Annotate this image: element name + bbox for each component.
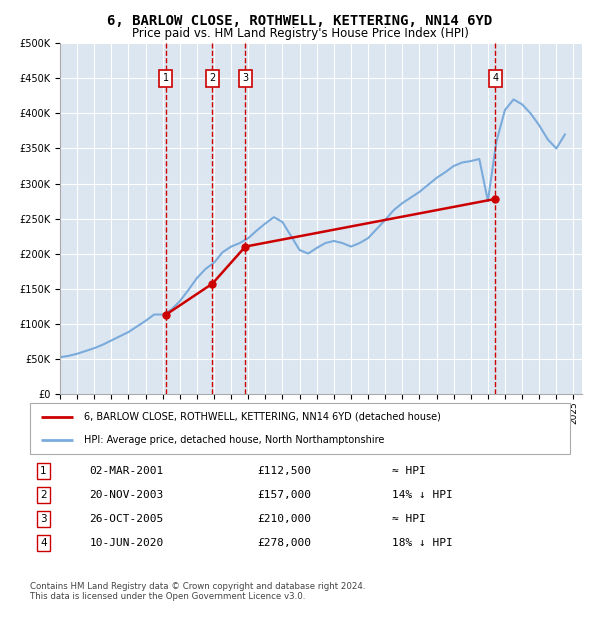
Text: 10-JUN-2020: 10-JUN-2020 (89, 538, 164, 548)
Text: ≈ HPI: ≈ HPI (392, 514, 425, 524)
Text: £278,000: £278,000 (257, 538, 311, 548)
Text: Contains HM Land Registry data © Crown copyright and database right 2024.
This d: Contains HM Land Registry data © Crown c… (30, 582, 365, 601)
Text: ≈ HPI: ≈ HPI (392, 466, 425, 476)
Text: 6, BARLOW CLOSE, ROTHWELL, KETTERING, NN14 6YD (detached house): 6, BARLOW CLOSE, ROTHWELL, KETTERING, NN… (84, 412, 441, 422)
Text: 14% ↓ HPI: 14% ↓ HPI (392, 490, 452, 500)
Text: 18% ↓ HPI: 18% ↓ HPI (392, 538, 452, 548)
Text: £157,000: £157,000 (257, 490, 311, 500)
Text: 4: 4 (493, 73, 499, 84)
Text: Price paid vs. HM Land Registry's House Price Index (HPI): Price paid vs. HM Land Registry's House … (131, 27, 469, 40)
FancyBboxPatch shape (30, 403, 570, 454)
Text: £112,500: £112,500 (257, 466, 311, 476)
Text: 3: 3 (242, 73, 248, 84)
Text: £210,000: £210,000 (257, 514, 311, 524)
Point (491, 194, 500, 204)
Text: 6, BARLOW CLOSE, ROTHWELL, KETTERING, NN14 6YD: 6, BARLOW CLOSE, ROTHWELL, KETTERING, NN… (107, 14, 493, 28)
Text: 1: 1 (163, 73, 169, 84)
Text: 4: 4 (40, 538, 47, 548)
Text: 3: 3 (40, 514, 47, 524)
Text: 02-MAR-2001: 02-MAR-2001 (89, 466, 164, 476)
Point (208, 279, 217, 289)
Point (161, 310, 170, 320)
Text: 1: 1 (40, 466, 47, 476)
Text: 20-NOV-2003: 20-NOV-2003 (89, 490, 164, 500)
Text: 2: 2 (209, 73, 215, 84)
Point (241, 242, 250, 252)
Text: 26-OCT-2005: 26-OCT-2005 (89, 514, 164, 524)
Text: 2: 2 (40, 490, 47, 500)
Text: HPI: Average price, detached house, North Northamptonshire: HPI: Average price, detached house, Nort… (84, 435, 385, 445)
